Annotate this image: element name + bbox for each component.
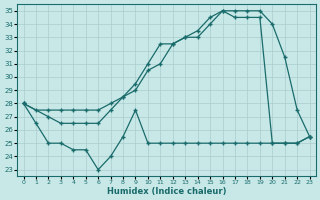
X-axis label: Humidex (Indice chaleur): Humidex (Indice chaleur) — [107, 187, 226, 196]
